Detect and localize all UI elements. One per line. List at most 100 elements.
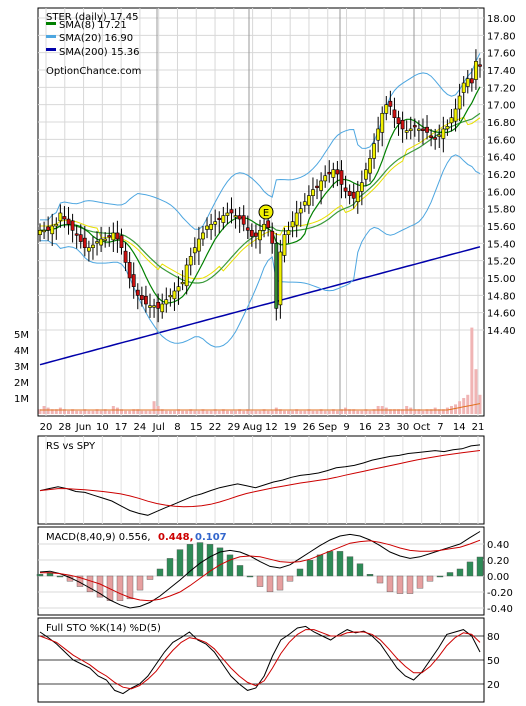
date-tick-label: 26 bbox=[303, 422, 316, 433]
volume-bar bbox=[168, 410, 172, 414]
bollinger-lower bbox=[40, 154, 481, 348]
volume-bar bbox=[470, 327, 474, 414]
volume-bar bbox=[360, 410, 364, 414]
candle-body bbox=[229, 209, 234, 214]
price-tick-label: 15.40 bbox=[487, 239, 516, 250]
legend: STER (daily) 17.45 SMA(8) 17.21 SMA(20) … bbox=[46, 12, 141, 77]
volume-bar bbox=[193, 410, 197, 414]
candle-body bbox=[54, 223, 59, 227]
volume-bar bbox=[274, 407, 278, 414]
volume-bar bbox=[287, 410, 291, 414]
volume-bar bbox=[388, 409, 392, 414]
macd-histogram-bar bbox=[216, 547, 224, 577]
macd-histogram-bar bbox=[136, 575, 144, 591]
candle-body bbox=[107, 235, 112, 238]
volume-bar bbox=[115, 407, 119, 414]
date-tick-label: 14 bbox=[453, 422, 466, 433]
volume-bar bbox=[229, 410, 233, 414]
volume-bar bbox=[356, 410, 360, 414]
candle-body bbox=[274, 243, 279, 309]
volume-bar bbox=[50, 409, 54, 414]
volume-bar bbox=[238, 409, 242, 414]
date-tick-label: 21 bbox=[472, 422, 485, 433]
earnings-marker-circle bbox=[258, 204, 274, 220]
volume-bar bbox=[254, 410, 258, 414]
volume-tick-label: 4M bbox=[14, 346, 29, 357]
price-tick-label: 16.00 bbox=[487, 187, 516, 198]
macd-histogram-bar bbox=[296, 568, 304, 577]
bollinger-upper bbox=[40, 53, 481, 230]
volume-bar bbox=[62, 409, 66, 414]
candle-body bbox=[82, 237, 87, 248]
volume-bar bbox=[270, 410, 274, 414]
volume-bar bbox=[79, 410, 83, 414]
volume-bar bbox=[474, 369, 478, 414]
volume-bar bbox=[429, 409, 433, 414]
volume-bar bbox=[119, 409, 123, 414]
volume-bar bbox=[339, 409, 343, 414]
date-tick-label: 10 bbox=[96, 422, 109, 433]
volume-bar bbox=[83, 409, 87, 414]
candle-body bbox=[302, 201, 307, 206]
candle-body bbox=[421, 128, 425, 131]
candle-body bbox=[319, 180, 324, 191]
candle-body bbox=[99, 238, 104, 246]
candle-body bbox=[196, 238, 201, 252]
macd-histogram-bar bbox=[36, 574, 44, 577]
candle-body bbox=[388, 100, 393, 107]
volume-bar bbox=[295, 409, 299, 414]
candle-body bbox=[465, 78, 470, 87]
volume-bar bbox=[185, 410, 189, 414]
volume-bar bbox=[425, 409, 429, 414]
candle-body bbox=[294, 212, 299, 226]
candle-body bbox=[209, 223, 214, 230]
candle-body bbox=[323, 175, 328, 182]
volume-bar bbox=[331, 409, 335, 414]
legend-sma20-swatch bbox=[46, 35, 56, 38]
candle-body bbox=[429, 135, 434, 138]
date-tick-label: Oct bbox=[413, 422, 430, 433]
candle-body bbox=[286, 230, 291, 235]
candle-body bbox=[103, 238, 108, 241]
candle-body bbox=[164, 299, 169, 305]
volume-bar bbox=[466, 394, 470, 414]
volume-bar bbox=[323, 410, 327, 414]
candle-body bbox=[355, 191, 360, 203]
date-tick-label: 22 bbox=[209, 422, 222, 433]
candle-body bbox=[160, 303, 165, 313]
volume-tick-label: 1M bbox=[14, 394, 29, 405]
candle-body bbox=[258, 230, 262, 241]
candle-body bbox=[38, 230, 42, 235]
date-tick-label: 7 bbox=[437, 422, 443, 433]
date-tick-label: Aug bbox=[243, 422, 263, 433]
legend-sma20: SMA(20) 16.90 bbox=[59, 33, 133, 44]
candle-body bbox=[445, 126, 450, 130]
macd-tick-label: -0.20 bbox=[487, 588, 513, 599]
legend-sma200: SMA(200) 15.36 bbox=[59, 47, 140, 58]
macd-histogram-bar bbox=[256, 575, 264, 587]
candle-body bbox=[315, 185, 319, 188]
macd-histogram-bar bbox=[196, 542, 204, 577]
volume-bar bbox=[140, 410, 144, 414]
volume-bar bbox=[177, 409, 181, 414]
volume-bar bbox=[221, 409, 225, 414]
macd-histogram-bar bbox=[336, 551, 344, 577]
candle-body bbox=[192, 247, 197, 254]
volume-bar bbox=[136, 409, 140, 414]
volume-bar bbox=[67, 410, 71, 414]
candle-body bbox=[62, 216, 67, 220]
volume-bar bbox=[217, 410, 221, 414]
volume-bar bbox=[401, 409, 405, 414]
candle-body bbox=[127, 262, 132, 279]
macd-histogram-bar bbox=[466, 561, 474, 577]
candle-body bbox=[249, 230, 254, 237]
volume-bar bbox=[437, 409, 441, 414]
volume-bar bbox=[368, 410, 372, 414]
volume-bar bbox=[71, 409, 75, 414]
legend-ticker: STER (daily) 17.45 bbox=[46, 12, 138, 23]
volume-bar bbox=[91, 410, 95, 414]
volume-bar bbox=[397, 409, 401, 414]
candle-body bbox=[225, 212, 230, 216]
candle-body bbox=[270, 230, 275, 244]
